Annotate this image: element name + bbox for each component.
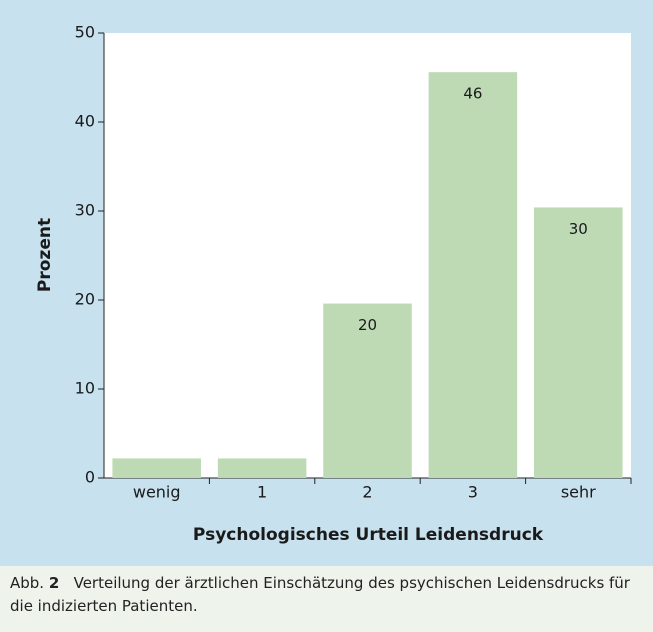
x-axis-label: Psychologisches Urteil Leidensdruck xyxy=(193,525,544,545)
bar xyxy=(428,72,518,478)
x-tick-label: sehr xyxy=(561,483,596,502)
y-tick-label: 50 xyxy=(75,23,95,42)
y-tick-label: 0 xyxy=(85,468,95,487)
caption: Abb. 2 Verteilung der ärztlichen Einschä… xyxy=(10,572,640,618)
value-label: 20 xyxy=(358,316,377,334)
bar xyxy=(323,303,412,478)
bar xyxy=(534,207,623,478)
y-tick-label: 30 xyxy=(75,201,95,220)
x-tick-label: 3 xyxy=(468,483,478,502)
chart: Psychologisches Urteil Leidensdruck Proz… xyxy=(0,0,653,566)
y-tick-label: 10 xyxy=(75,379,95,398)
value-label: 30 xyxy=(569,220,588,238)
bar xyxy=(112,458,201,478)
y-tick-label: 40 xyxy=(75,112,95,131)
caption-label: Abb. xyxy=(10,574,45,592)
x-tick-label: wenig xyxy=(133,483,181,502)
value-label: 46 xyxy=(463,85,482,103)
y-tick-label: 20 xyxy=(75,290,95,309)
x-tick-label: 2 xyxy=(362,483,372,502)
bar xyxy=(217,458,307,478)
caption-text: Verteilung der ärztlichen Einschätzung d… xyxy=(10,574,630,615)
caption-number: 2 xyxy=(48,574,60,592)
y-axis-label: Prozent xyxy=(35,218,55,292)
x-tick-label: 1 xyxy=(257,483,267,502)
